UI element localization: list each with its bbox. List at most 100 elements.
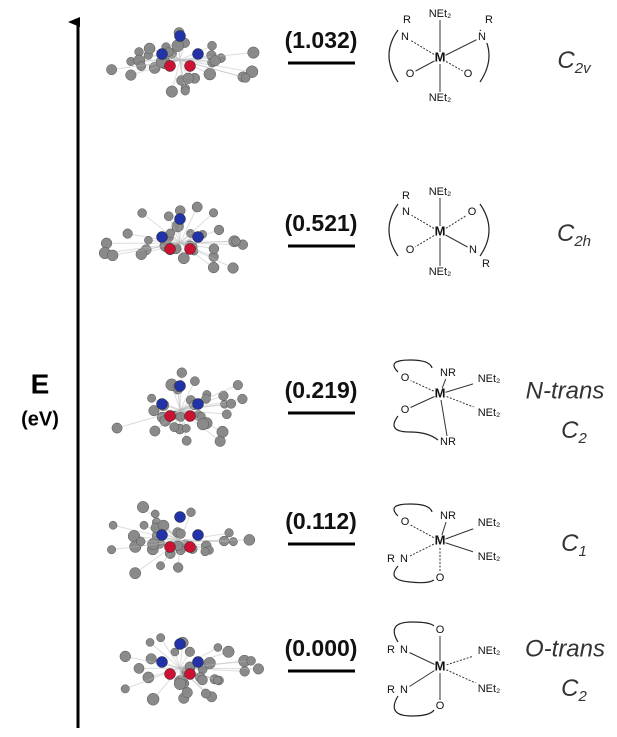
atom-ball <box>204 68 216 80</box>
symmetry-label: C1 <box>561 530 587 560</box>
atom-ball <box>107 250 118 261</box>
metal-label: M <box>435 532 446 547</box>
hetero-atom <box>165 61 176 72</box>
atom-label: NEt₂ <box>478 645 501 657</box>
hetero-atom <box>185 669 196 680</box>
atom-ball <box>140 521 148 529</box>
isomer-label: O-trans <box>525 635 605 662</box>
atom-label: R <box>402 190 410 202</box>
hetero-atom <box>185 411 196 422</box>
atom-ball <box>208 41 217 50</box>
atom-ball <box>107 545 115 553</box>
symmetry-letter: C <box>557 220 575 247</box>
atom-ball <box>144 236 152 244</box>
atom-ball <box>238 394 248 404</box>
symmetry-label: C2 <box>561 417 587 447</box>
atom-label: O <box>401 404 410 416</box>
atom-ball <box>197 418 209 430</box>
hetero-atom <box>175 381 186 392</box>
atom-label: NEt₂ <box>478 407 501 419</box>
atom-ball <box>240 667 250 677</box>
atom-label: O <box>401 372 410 384</box>
hetero-atom <box>185 244 196 255</box>
atom-label: N <box>400 684 408 696</box>
atom-label: O <box>406 244 415 256</box>
atom-ball <box>244 534 255 545</box>
atom-ball <box>232 237 241 246</box>
symmetry-label: C2v <box>557 47 592 77</box>
coord-bond <box>440 37 482 58</box>
atom-ball <box>214 225 224 235</box>
atom-ball <box>181 87 190 96</box>
atom-label: NEt₂ <box>478 373 501 385</box>
atom-ball <box>130 568 141 579</box>
atom-ball <box>137 501 148 512</box>
atom-label: NEt₂ <box>478 517 501 529</box>
atom-label: R <box>482 258 490 270</box>
atom-label: N <box>478 31 486 43</box>
atom-ball <box>156 634 164 642</box>
atom-label: N <box>400 644 408 656</box>
hetero-atom <box>193 232 204 243</box>
isomer-label: N-trans <box>526 377 605 404</box>
chelate-arc <box>394 622 434 642</box>
atom-ball <box>147 394 155 402</box>
atom-ball <box>253 664 263 674</box>
energy-label: (0.000) <box>285 635 358 661</box>
atom-ball <box>173 563 183 573</box>
atom-label: O <box>401 516 410 528</box>
atom-label: O <box>406 68 415 80</box>
atom-ball <box>222 410 231 419</box>
atom-ball <box>226 399 235 408</box>
atom-label: R <box>387 644 395 656</box>
symmetry-label: C2 <box>561 675 587 705</box>
chelate-arc <box>389 30 398 82</box>
symmetry-letter: C <box>557 47 575 74</box>
hetero-atom <box>157 399 168 410</box>
atom-ball <box>182 436 191 445</box>
hetero-atom <box>185 542 196 553</box>
chelate-arc <box>389 204 398 256</box>
atom-label: N <box>401 31 409 43</box>
atom-ball <box>248 47 259 58</box>
atom-ball <box>109 521 117 529</box>
hetero-atom <box>175 512 186 523</box>
atom-ball <box>150 426 160 436</box>
metal-label: M <box>435 385 446 400</box>
atom-ball <box>174 678 186 690</box>
atom-ball <box>120 651 131 662</box>
atom-ball <box>147 693 159 705</box>
atom-ball <box>178 253 189 264</box>
atom-label: R <box>387 553 395 565</box>
atom-ball <box>138 209 147 218</box>
atom-ball <box>176 412 185 421</box>
symmetry-letter: C <box>561 675 579 702</box>
atom-ball <box>183 73 194 84</box>
bond <box>180 540 249 541</box>
atom-ball <box>229 537 237 545</box>
atom-ball <box>223 646 234 657</box>
atom-ball <box>204 657 216 669</box>
atom-ball <box>146 638 154 646</box>
atom-label: O <box>464 68 473 80</box>
atom-ball <box>151 510 159 518</box>
hetero-atom <box>193 49 204 60</box>
hetero-atom <box>185 61 196 72</box>
atom-ball <box>225 529 234 538</box>
energy-label: (1.032) <box>285 27 358 53</box>
energy-label: (0.521) <box>285 210 358 236</box>
atom-ball <box>164 212 173 221</box>
atom-ball <box>210 56 220 66</box>
atom-ball <box>182 424 190 432</box>
atom-ball <box>187 508 196 517</box>
atom-ball <box>215 436 225 446</box>
hetero-atom <box>165 669 176 680</box>
page: {"axis": {"label": "E", "unit": "(eV)"},… <box>0 0 617 732</box>
chelate-arc <box>394 504 432 516</box>
atom-label: R <box>403 14 411 26</box>
atom-ball <box>176 529 186 539</box>
atom-ball <box>121 685 129 693</box>
symmetry-letter: C <box>561 530 579 557</box>
atom-label: O <box>436 700 445 712</box>
atom-label: N <box>400 553 408 565</box>
